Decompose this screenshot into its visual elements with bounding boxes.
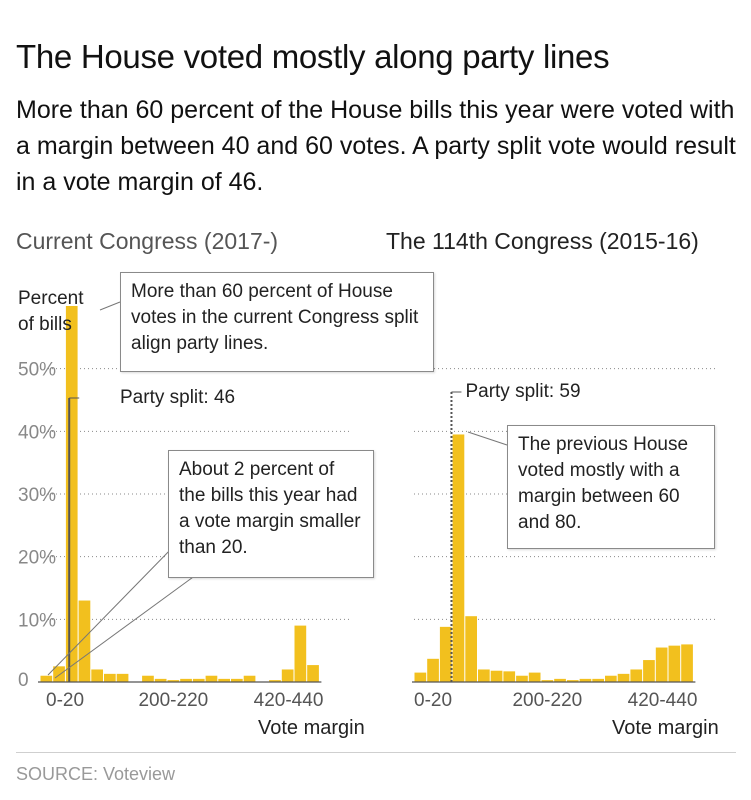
right-bar: [668, 645, 681, 682]
right-panel-title: The 114th Congress (2015-16): [386, 228, 699, 254]
left-bar: [104, 673, 116, 682]
left-bar: [167, 680, 180, 682]
right-bar: [605, 675, 617, 682]
right-x-tick-label: 200-220: [512, 690, 582, 711]
source-note: SOURCE: Voteview: [16, 764, 176, 784]
right-bar: [427, 658, 439, 682]
right-bar: [541, 680, 554, 682]
y-tick-label: 30%: [18, 485, 56, 506]
right-bar: [503, 671, 516, 682]
right-bar: [592, 678, 604, 682]
bar-charts: Party split: 46 0-20 200-220 420-440 Vote ma…: [18, 288, 719, 739]
right-bar: [528, 672, 541, 682]
right-bar: [681, 644, 693, 682]
left-bar: [180, 678, 192, 682]
right-bar: [414, 672, 427, 682]
y-tick-label: 10%: [18, 610, 56, 631]
left-bar: [65, 306, 78, 682]
chart-subtitle: More than 60 percent of the House bills …: [16, 96, 736, 196]
left-bar: [78, 600, 91, 682]
y-axis-label: Percent: [18, 288, 84, 309]
left-bar: [281, 669, 294, 682]
right-x-tick-label: 0-20: [414, 690, 452, 711]
y-tick-label: 50%: [18, 360, 56, 381]
left-x-tick-label: 420-440: [254, 690, 324, 711]
annotation-previous-house: The previous House voted mostly with a m…: [507, 425, 715, 549]
right-bar: [617, 673, 630, 682]
left-bar: [205, 675, 218, 682]
y-axis-label: of bills: [18, 314, 72, 335]
right-bar: [579, 678, 592, 682]
callout-line-small-a: [47, 544, 176, 676]
divider: [16, 752, 736, 753]
left-party-split-label: Party split: 46: [120, 387, 235, 408]
left-bar: [192, 678, 205, 682]
chart-title: The House voted mostly along party lines: [16, 38, 610, 75]
left-x-axis-label: Vote margin: [258, 717, 365, 739]
left-bar: [116, 673, 129, 682]
right-bar: [566, 680, 579, 682]
annotation-party-lines: More than 60 percent of House votes in t…: [120, 272, 434, 372]
right-bar: [452, 434, 465, 682]
right-x-tick-label: 420-440: [628, 690, 698, 711]
y-tick-label: 20%: [18, 548, 56, 569]
annotation-small-margin: About 2 percent of the bills this year h…: [168, 450, 374, 578]
right-bar: [439, 626, 452, 682]
left-x-tick-label: 200-220: [138, 690, 208, 711]
left-bar: [53, 666, 65, 682]
callout-line-top: [99, 301, 121, 311]
left-bar: [307, 665, 319, 682]
left-bar: [231, 678, 243, 682]
right-bar: [655, 647, 668, 682]
left-x-tick-label: 0-20: [46, 690, 84, 711]
left-bar: [218, 678, 230, 682]
right-party-split-label: Party split: 59: [465, 381, 580, 402]
right-x-axis-label: Vote margin: [612, 717, 719, 739]
left-bar: [269, 680, 281, 682]
right-bar: [490, 670, 503, 682]
right-bar: [478, 669, 490, 682]
right-bar: [465, 616, 477, 682]
left-bar: [40, 675, 53, 682]
left-bar: [142, 675, 154, 682]
left-bar: [91, 669, 103, 682]
left-bar: [294, 625, 307, 682]
y-tick-label: 40%: [18, 422, 56, 443]
right-bar: [630, 669, 643, 682]
left-bar: [154, 678, 167, 682]
right-bar: [516, 675, 528, 682]
callout-line-small-b: [54, 571, 201, 679]
left-panel-title: Current Congress (2017-): [16, 228, 279, 254]
callout-line-right: [467, 431, 508, 446]
right-bar: [643, 660, 655, 682]
left-bar: [243, 675, 256, 682]
y-tick-label: 0: [18, 670, 29, 691]
right-bar: [554, 678, 566, 682]
